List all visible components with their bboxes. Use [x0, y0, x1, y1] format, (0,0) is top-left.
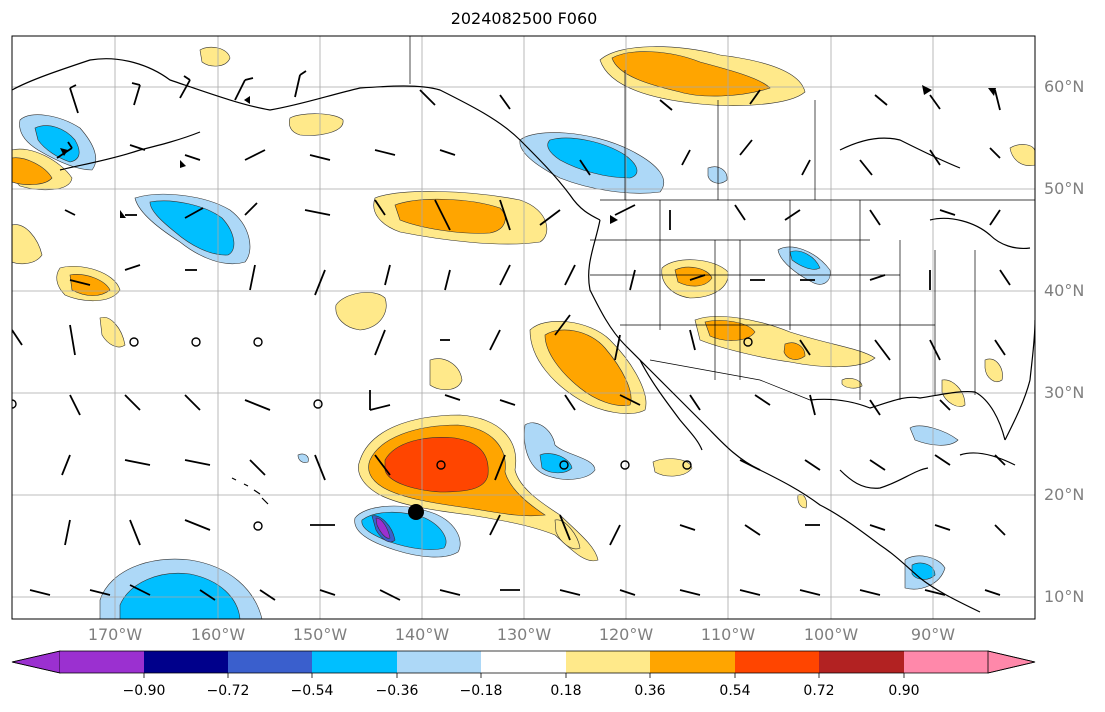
- shade-blue-region: [539, 453, 573, 474]
- lon-label: 120°W: [598, 625, 654, 644]
- colorbar-segment: [312, 651, 397, 673]
- shade-orange-region: [611, 51, 771, 97]
- shade-orange-region: [674, 266, 713, 287]
- lat-label: 40°N: [1044, 281, 1085, 300]
- colorbar-segment: [650, 651, 735, 673]
- yucatan-coast: [839, 467, 929, 489]
- colorbar-segment: [481, 651, 566, 673]
- shade-yellow-region: [12, 224, 43, 265]
- lon-label: 90°W: [910, 625, 956, 644]
- colorbar-segment: [904, 651, 988, 673]
- colorbar-segment: [566, 651, 650, 673]
- wind-barbs: [12, 70, 1011, 601]
- shade-lightblue-region: [909, 425, 959, 446]
- aleutians: [59, 131, 201, 171]
- colorbar-tick-label: −0.36: [375, 683, 419, 699]
- shade-orange-region: [704, 320, 756, 341]
- colorbar-extend-left: [11, 650, 61, 674]
- lon-label: 150°W: [292, 625, 348, 644]
- shaded-regions: [12, 46, 1035, 619]
- baja-coast: [639, 359, 703, 451]
- shade-yellow-region: [1009, 144, 1035, 166]
- shade-lightblue-region: [297, 453, 309, 463]
- shade-yellow-region: [99, 317, 126, 348]
- lon-label: 100°W: [803, 625, 859, 644]
- colorbar-tick-label: 0.54: [719, 683, 751, 699]
- colorbar: [11, 650, 1036, 678]
- colorbar-segment: [397, 651, 481, 673]
- calm-markers: [12, 337, 753, 531]
- colorbar-tick-label: −0.54: [290, 683, 334, 699]
- lat-label: 20°N: [1044, 485, 1085, 504]
- shade-blue-region: [547, 137, 638, 179]
- colorbar-tick-label: −0.90: [122, 683, 166, 699]
- lon-label: 170°W: [87, 625, 143, 644]
- shade-blue-region: [789, 250, 821, 270]
- map-title: 2024082500 F060: [450, 9, 598, 28]
- colorbar-tick-label: 0.36: [634, 683, 666, 699]
- lat-label: 60°N: [1044, 77, 1085, 96]
- shade-lightblue-region: [707, 166, 728, 184]
- shade-yellow-region: [335, 292, 387, 331]
- storm-center-marker: [408, 504, 424, 520]
- colorbar-tick-label: 0.18: [550, 683, 582, 699]
- shade-blue-region: [149, 200, 235, 256]
- shade-yellow-region: [841, 378, 863, 389]
- colorbar-outline: [11, 650, 1036, 674]
- coastlines: [12, 58, 1035, 613]
- colorbar-tick-label: 0.72: [803, 683, 835, 699]
- borders: [409, 36, 1035, 401]
- colorbar-tick-label: −0.72: [206, 683, 250, 699]
- wind-flags: [60, 85, 996, 224]
- gulf-coast: [809, 390, 1006, 441]
- shade-orange-region: [783, 342, 806, 360]
- shade-blue-region: [34, 125, 80, 163]
- east-coast: [1004, 319, 1035, 441]
- shade-purple-region: [375, 517, 391, 539]
- colorbar-segment: [228, 651, 312, 673]
- colorbar-segment: [735, 651, 819, 673]
- colorbar-segment: [60, 651, 144, 673]
- shade-orange-region: [12, 157, 53, 185]
- shade-orange-region: [394, 198, 506, 234]
- shade-yellow-region: [199, 46, 231, 67]
- west-coast: [588, 219, 981, 613]
- lat-label: 10°N: [1044, 587, 1085, 606]
- shade-yellow-region: [429, 358, 463, 390]
- alaska-coast: [12, 58, 601, 221]
- great-lakes: [929, 217, 1031, 250]
- lon-label: 130°W: [496, 625, 552, 644]
- colorbar-tick-label: −0.18: [459, 683, 503, 699]
- map-frame: [11, 35, 1036, 620]
- lat-label: 30°N: [1044, 383, 1085, 402]
- shade-yellow-region: [984, 358, 1003, 382]
- lon-label: 140°W: [394, 625, 450, 644]
- hawaii: [231, 477, 269, 505]
- colorbar-extend-right: [987, 650, 1036, 674]
- lon-label: 110°W: [700, 625, 756, 644]
- shade-orange-region: [544, 329, 632, 406]
- hudson-coast: [839, 137, 961, 169]
- map-area: [12, 36, 1035, 619]
- shade-yellow-region: [652, 458, 693, 477]
- shade-yellow-region: [289, 113, 344, 136]
- lat-label: 50°N: [1044, 179, 1085, 198]
- graticule: [12, 36, 1035, 619]
- colorbar-segment: [819, 651, 904, 673]
- lon-label: 160°W: [190, 625, 246, 644]
- colorbar-tick-label: 0.90: [888, 683, 920, 699]
- cuba: [959, 452, 1016, 466]
- colorbar-segment: [144, 651, 228, 673]
